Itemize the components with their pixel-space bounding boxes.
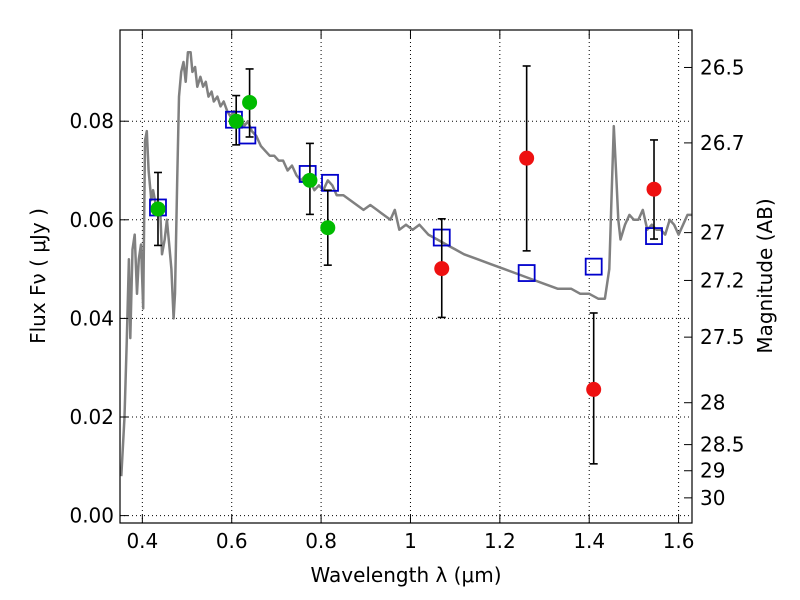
x-tick-label: 0.6: [216, 529, 248, 553]
x-tick-label: 0.4: [126, 529, 158, 553]
observed-flux-point: [646, 181, 662, 197]
x-axis-label: Wavelength λ (μm): [310, 563, 501, 587]
right-tick-label: 26.7: [700, 131, 745, 155]
model-photometry-square: [584, 257, 603, 276]
y-tick-label: 0.04: [69, 306, 114, 330]
model-photometry-square: [517, 264, 536, 282]
right-tick-label: 26.5: [700, 55, 745, 79]
plot-frame: [119, 29, 693, 524]
observed-flux-point: [519, 150, 535, 166]
right-tick-label: 28: [700, 391, 725, 415]
x-tick-label: 1.4: [573, 529, 605, 553]
x-tick-label: 0.8: [305, 529, 337, 553]
observed-flux-point: [242, 94, 258, 110]
observed-flux-point: [228, 113, 244, 129]
observed-flux-point: [150, 201, 166, 217]
y-tick-label: 0.08: [69, 109, 114, 133]
observed-flux-point: [302, 172, 318, 188]
model-photometry-square: [238, 126, 257, 145]
right-tick-label: 27.5: [700, 325, 745, 349]
model-sed-line: [120, 50, 692, 477]
right-tick-label: 30: [700, 486, 725, 510]
observed-flux-point: [320, 220, 336, 236]
x-tick-label: 1.6: [663, 529, 695, 553]
right-tick-label: 28.5: [700, 433, 745, 457]
right-axis-label: Magnitude (AB): [753, 198, 777, 353]
right-tick-label: 27: [700, 221, 725, 245]
observed-flux-point: [586, 381, 602, 397]
y-tick-label: 0.00: [69, 504, 114, 528]
x-tick-label: 1.2: [484, 529, 516, 553]
grid-lines: [120, 30, 692, 523]
observed-flux-point: [434, 261, 450, 277]
right-tick-label: 29: [700, 459, 725, 483]
plot-area: [120, 50, 692, 477]
y-axis-label: Flux Fν ( μJy ): [26, 208, 50, 344]
axis-ticks: 0.4 0.6 0.8 1 1.2 1.4 1.6 0.00 0.02 0.04 0.06 0.08 2…: [69, 30, 745, 553]
y-tick-label: 0.02: [69, 405, 114, 429]
y-tick-label: 0.06: [69, 208, 114, 232]
right-tick-label: 27.2: [700, 268, 745, 292]
x-tick-label: 1: [404, 529, 417, 553]
